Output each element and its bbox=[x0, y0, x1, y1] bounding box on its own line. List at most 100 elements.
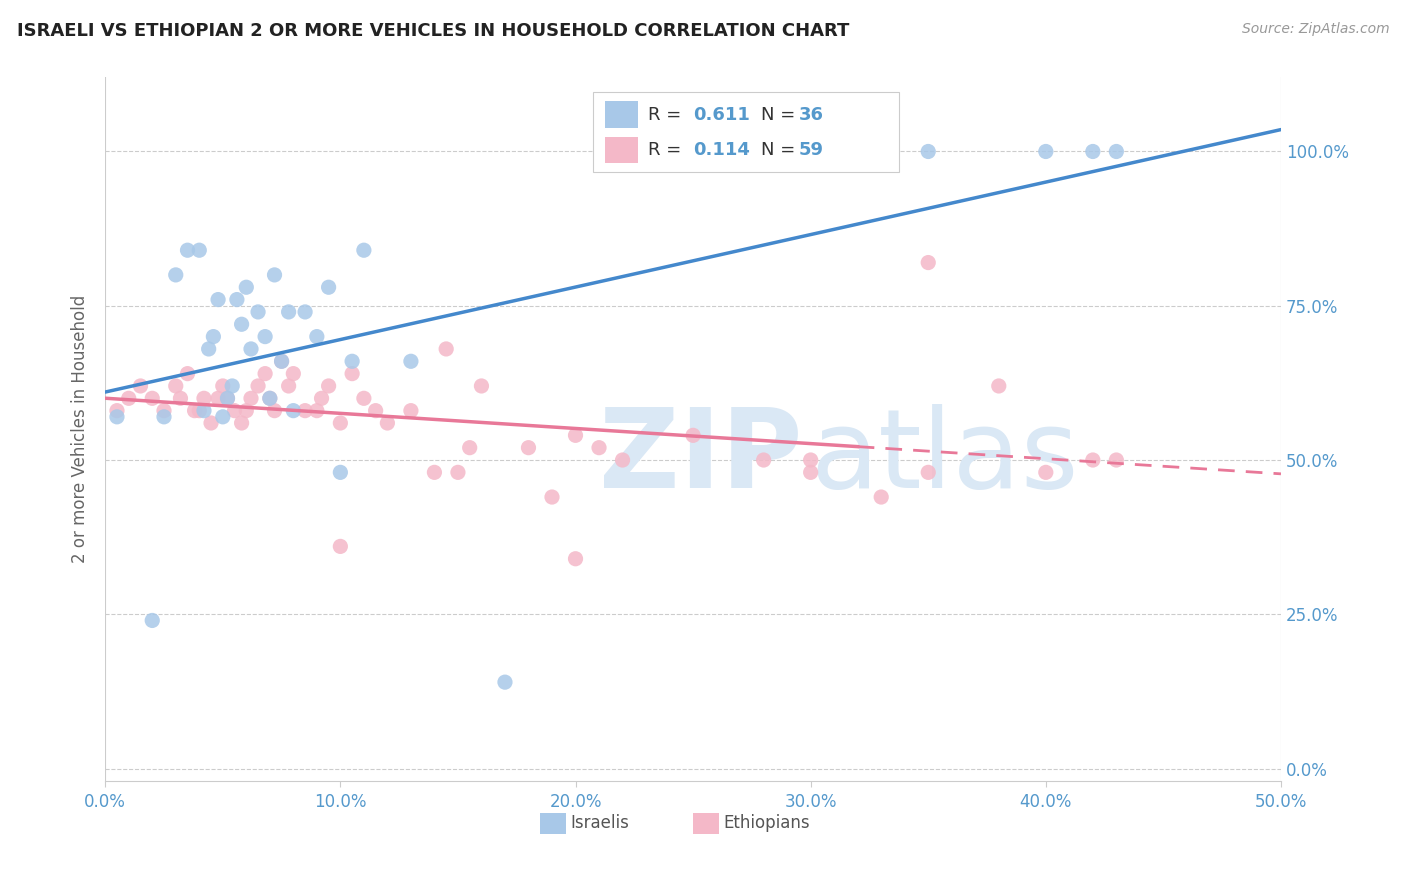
Point bbox=[105, 409, 128, 424]
Point bbox=[277, 305, 299, 319]
Point bbox=[917, 466, 939, 480]
Point bbox=[217, 392, 239, 406]
Point bbox=[987, 379, 1010, 393]
Point bbox=[564, 551, 586, 566]
Text: atlas: atlas bbox=[811, 404, 1080, 511]
Point bbox=[1105, 453, 1128, 467]
Point bbox=[377, 416, 399, 430]
Point bbox=[1035, 145, 1057, 159]
Point bbox=[329, 540, 352, 554]
Point bbox=[263, 268, 285, 282]
Point bbox=[263, 403, 285, 417]
Point bbox=[423, 466, 446, 480]
Point bbox=[202, 329, 225, 343]
Point bbox=[294, 403, 316, 417]
Point bbox=[470, 379, 492, 393]
Point bbox=[254, 329, 277, 343]
Point bbox=[259, 392, 281, 406]
Point bbox=[211, 379, 233, 393]
Point bbox=[364, 403, 387, 417]
Text: 0.114: 0.114 bbox=[693, 141, 749, 159]
Point bbox=[259, 392, 281, 406]
Point bbox=[183, 403, 205, 417]
Point bbox=[458, 441, 481, 455]
Point bbox=[176, 367, 198, 381]
Text: N =: N = bbox=[761, 106, 801, 124]
Point bbox=[270, 354, 292, 368]
FancyBboxPatch shape bbox=[593, 92, 898, 172]
Point bbox=[254, 367, 277, 381]
Point bbox=[612, 453, 634, 467]
Point bbox=[118, 392, 141, 406]
Point bbox=[283, 403, 305, 417]
Point bbox=[353, 392, 375, 406]
Point bbox=[193, 392, 215, 406]
Point bbox=[329, 466, 352, 480]
Point bbox=[800, 466, 823, 480]
Point bbox=[517, 441, 540, 455]
Point bbox=[247, 305, 270, 319]
Point bbox=[1081, 145, 1104, 159]
Point bbox=[176, 244, 198, 258]
Point bbox=[682, 428, 704, 442]
Point bbox=[153, 403, 176, 417]
Point bbox=[235, 403, 257, 417]
Point bbox=[211, 409, 233, 424]
Point bbox=[447, 466, 470, 480]
Point bbox=[353, 244, 375, 258]
Point bbox=[231, 318, 253, 332]
Point bbox=[318, 280, 340, 294]
FancyBboxPatch shape bbox=[540, 813, 567, 834]
Point bbox=[340, 367, 363, 381]
Point bbox=[247, 379, 270, 393]
Text: ZIP: ZIP bbox=[599, 404, 803, 511]
Point bbox=[283, 367, 305, 381]
Point bbox=[197, 342, 219, 356]
Point bbox=[588, 441, 610, 455]
Point bbox=[165, 379, 187, 393]
Point bbox=[207, 392, 229, 406]
Point bbox=[105, 403, 128, 417]
Point bbox=[800, 453, 823, 467]
Text: 36: 36 bbox=[799, 106, 824, 124]
Text: R =: R = bbox=[648, 141, 688, 159]
Point bbox=[917, 255, 939, 269]
FancyBboxPatch shape bbox=[605, 102, 638, 128]
Point bbox=[231, 416, 253, 430]
Text: Ethiopians: Ethiopians bbox=[724, 814, 810, 832]
Point bbox=[225, 293, 247, 307]
Point bbox=[270, 354, 292, 368]
Point bbox=[399, 403, 422, 417]
Point bbox=[188, 244, 211, 258]
Point bbox=[1035, 466, 1057, 480]
Point bbox=[193, 403, 215, 417]
Point bbox=[870, 490, 893, 504]
Point bbox=[294, 305, 316, 319]
Text: 0.611: 0.611 bbox=[693, 106, 749, 124]
Point bbox=[399, 354, 422, 368]
Point bbox=[541, 490, 564, 504]
Text: R =: R = bbox=[648, 106, 688, 124]
Point bbox=[311, 392, 333, 406]
Point bbox=[1081, 453, 1104, 467]
Point bbox=[235, 280, 257, 294]
Text: ISRAELI VS ETHIOPIAN 2 OR MORE VEHICLES IN HOUSEHOLD CORRELATION CHART: ISRAELI VS ETHIOPIAN 2 OR MORE VEHICLES … bbox=[17, 22, 849, 40]
Point bbox=[188, 403, 211, 417]
Point bbox=[141, 614, 163, 628]
Point bbox=[240, 392, 263, 406]
Point bbox=[752, 453, 775, 467]
Point bbox=[917, 145, 939, 159]
Point bbox=[564, 428, 586, 442]
Point bbox=[1105, 145, 1128, 159]
Point bbox=[240, 342, 263, 356]
Text: 59: 59 bbox=[799, 141, 824, 159]
Point bbox=[207, 293, 229, 307]
Point bbox=[153, 409, 176, 424]
Point bbox=[165, 268, 187, 282]
Point bbox=[494, 675, 516, 690]
FancyBboxPatch shape bbox=[605, 136, 638, 163]
Text: Source: ZipAtlas.com: Source: ZipAtlas.com bbox=[1241, 22, 1389, 37]
Text: N =: N = bbox=[761, 141, 801, 159]
Point bbox=[129, 379, 152, 393]
Point bbox=[221, 379, 243, 393]
